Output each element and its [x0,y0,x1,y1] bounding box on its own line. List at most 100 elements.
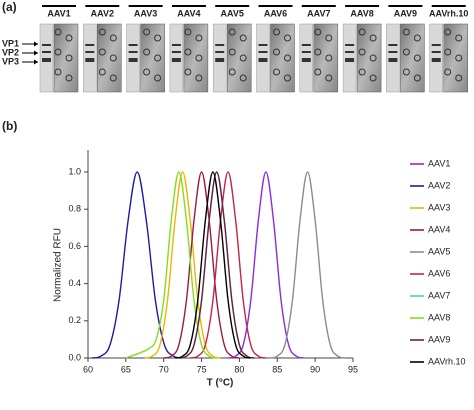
particle [228,28,236,36]
particle [239,74,247,82]
particle [65,74,73,82]
x-tick-label: 90 [310,364,320,374]
x-tick-label: 95 [348,364,358,374]
x-axis-label: T (°C) [207,378,234,389]
legend-label: AAV6 [428,268,450,278]
particle [369,54,377,62]
particle [358,28,366,36]
x-tick-label: 85 [272,364,282,374]
particle [195,34,203,42]
gel-band [301,51,311,53]
particle [154,54,162,62]
particle [143,48,151,56]
particle [284,34,291,42]
particle [109,54,117,62]
legend-label: AAV2 [428,180,450,190]
particle [358,68,366,76]
particle [325,54,333,62]
particle [65,54,73,62]
legend-label: AAV5 [428,246,450,256]
particle [54,68,62,76]
particle [154,74,162,82]
gel-band [42,44,51,46]
y-tick-label: 0.8 [68,204,81,214]
sample-label: AAV8 [350,8,373,18]
particle [65,34,73,42]
sample-label: AAV5 [221,8,244,18]
arrow-head [34,50,38,56]
y-tick-label: 0.4 [68,278,81,288]
gel-band [388,44,398,46]
sample-label: AAV7 [307,8,330,18]
particle [369,74,377,82]
particle [284,54,291,62]
gel-band [431,58,441,62]
gel-band [345,44,355,46]
gel-band [345,58,355,62]
particle [413,34,421,42]
x-tick-label: 75 [197,364,207,374]
gel-band [171,51,181,53]
particle [109,74,117,82]
y-tick-label: 0.6 [68,241,81,251]
particle [314,68,322,76]
legend-label: AAV8 [428,312,450,322]
particle [184,28,192,36]
gel-band [171,44,181,46]
gel-band [258,58,268,62]
particle [143,28,151,36]
gel-band [215,58,225,62]
legend-label: AAV7 [428,290,450,300]
particle [273,28,280,36]
gel-band [301,44,311,46]
x-tick-label: 80 [234,364,244,374]
x-tick-label: 70 [159,364,169,374]
sample-label: AAV4 [177,8,200,18]
legend-label: AAV9 [428,334,450,344]
particle [325,74,333,82]
gel-band [388,58,398,62]
gel-band [388,51,398,53]
particle [184,68,192,76]
particle [98,48,106,56]
particle [109,34,117,42]
particle [325,34,333,42]
particle [284,74,291,82]
particle [455,74,463,82]
particle [195,74,203,82]
particle [369,34,377,42]
melt-curve [91,171,183,359]
sample-label: AAV3 [134,8,157,18]
particle [98,28,106,36]
particle [455,34,463,42]
sample-label: AAVrh.10 [429,8,468,18]
sample-label: AAV6 [264,8,287,18]
particle [444,48,452,56]
melt-curve [163,171,240,359]
particle [314,48,322,56]
particle [402,68,410,76]
x-tick-label: 65 [121,364,131,374]
gel-band [258,51,268,53]
particle [444,28,452,36]
sample-label: AAV2 [91,8,114,18]
gel-band [431,51,441,53]
particle [402,48,410,56]
particle [314,28,322,36]
melt-curve [178,171,255,359]
gel-band [85,51,95,53]
gel-band [215,44,225,46]
particle [54,48,62,56]
melt-curve [125,171,217,359]
particle [239,34,247,42]
particle [154,34,162,42]
gel-band [42,51,51,53]
gel-band [431,44,441,46]
gel-band [258,44,268,46]
gel-band [128,51,138,53]
particle [228,48,236,56]
em-image [97,23,122,93]
sample-label: AAV1 [47,8,70,18]
y-tick-label: 1.0 [68,166,81,176]
